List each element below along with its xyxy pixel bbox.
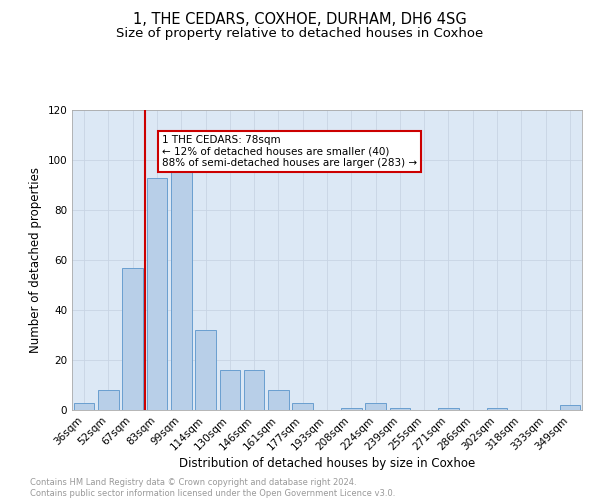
- Bar: [244, 370, 265, 410]
- Bar: [365, 402, 386, 410]
- Bar: [122, 268, 143, 410]
- Text: 1 THE CEDARS: 78sqm
← 12% of detached houses are smaller (40)
88% of semi-detach: 1 THE CEDARS: 78sqm ← 12% of detached ho…: [162, 135, 417, 168]
- Bar: [171, 170, 191, 410]
- Bar: [389, 408, 410, 410]
- Y-axis label: Number of detached properties: Number of detached properties: [29, 167, 42, 353]
- Bar: [292, 402, 313, 410]
- X-axis label: Distribution of detached houses by size in Coxhoe: Distribution of detached houses by size …: [179, 458, 475, 470]
- Text: Size of property relative to detached houses in Coxhoe: Size of property relative to detached ho…: [116, 28, 484, 40]
- Bar: [438, 408, 459, 410]
- Bar: [487, 408, 508, 410]
- Bar: [560, 405, 580, 410]
- Bar: [341, 408, 362, 410]
- Bar: [74, 402, 94, 410]
- Bar: [220, 370, 240, 410]
- Text: Contains HM Land Registry data © Crown copyright and database right 2024.
Contai: Contains HM Land Registry data © Crown c…: [30, 478, 395, 498]
- Bar: [98, 390, 119, 410]
- Bar: [195, 330, 216, 410]
- Bar: [268, 390, 289, 410]
- Text: 1, THE CEDARS, COXHOE, DURHAM, DH6 4SG: 1, THE CEDARS, COXHOE, DURHAM, DH6 4SG: [133, 12, 467, 28]
- Bar: [146, 178, 167, 410]
